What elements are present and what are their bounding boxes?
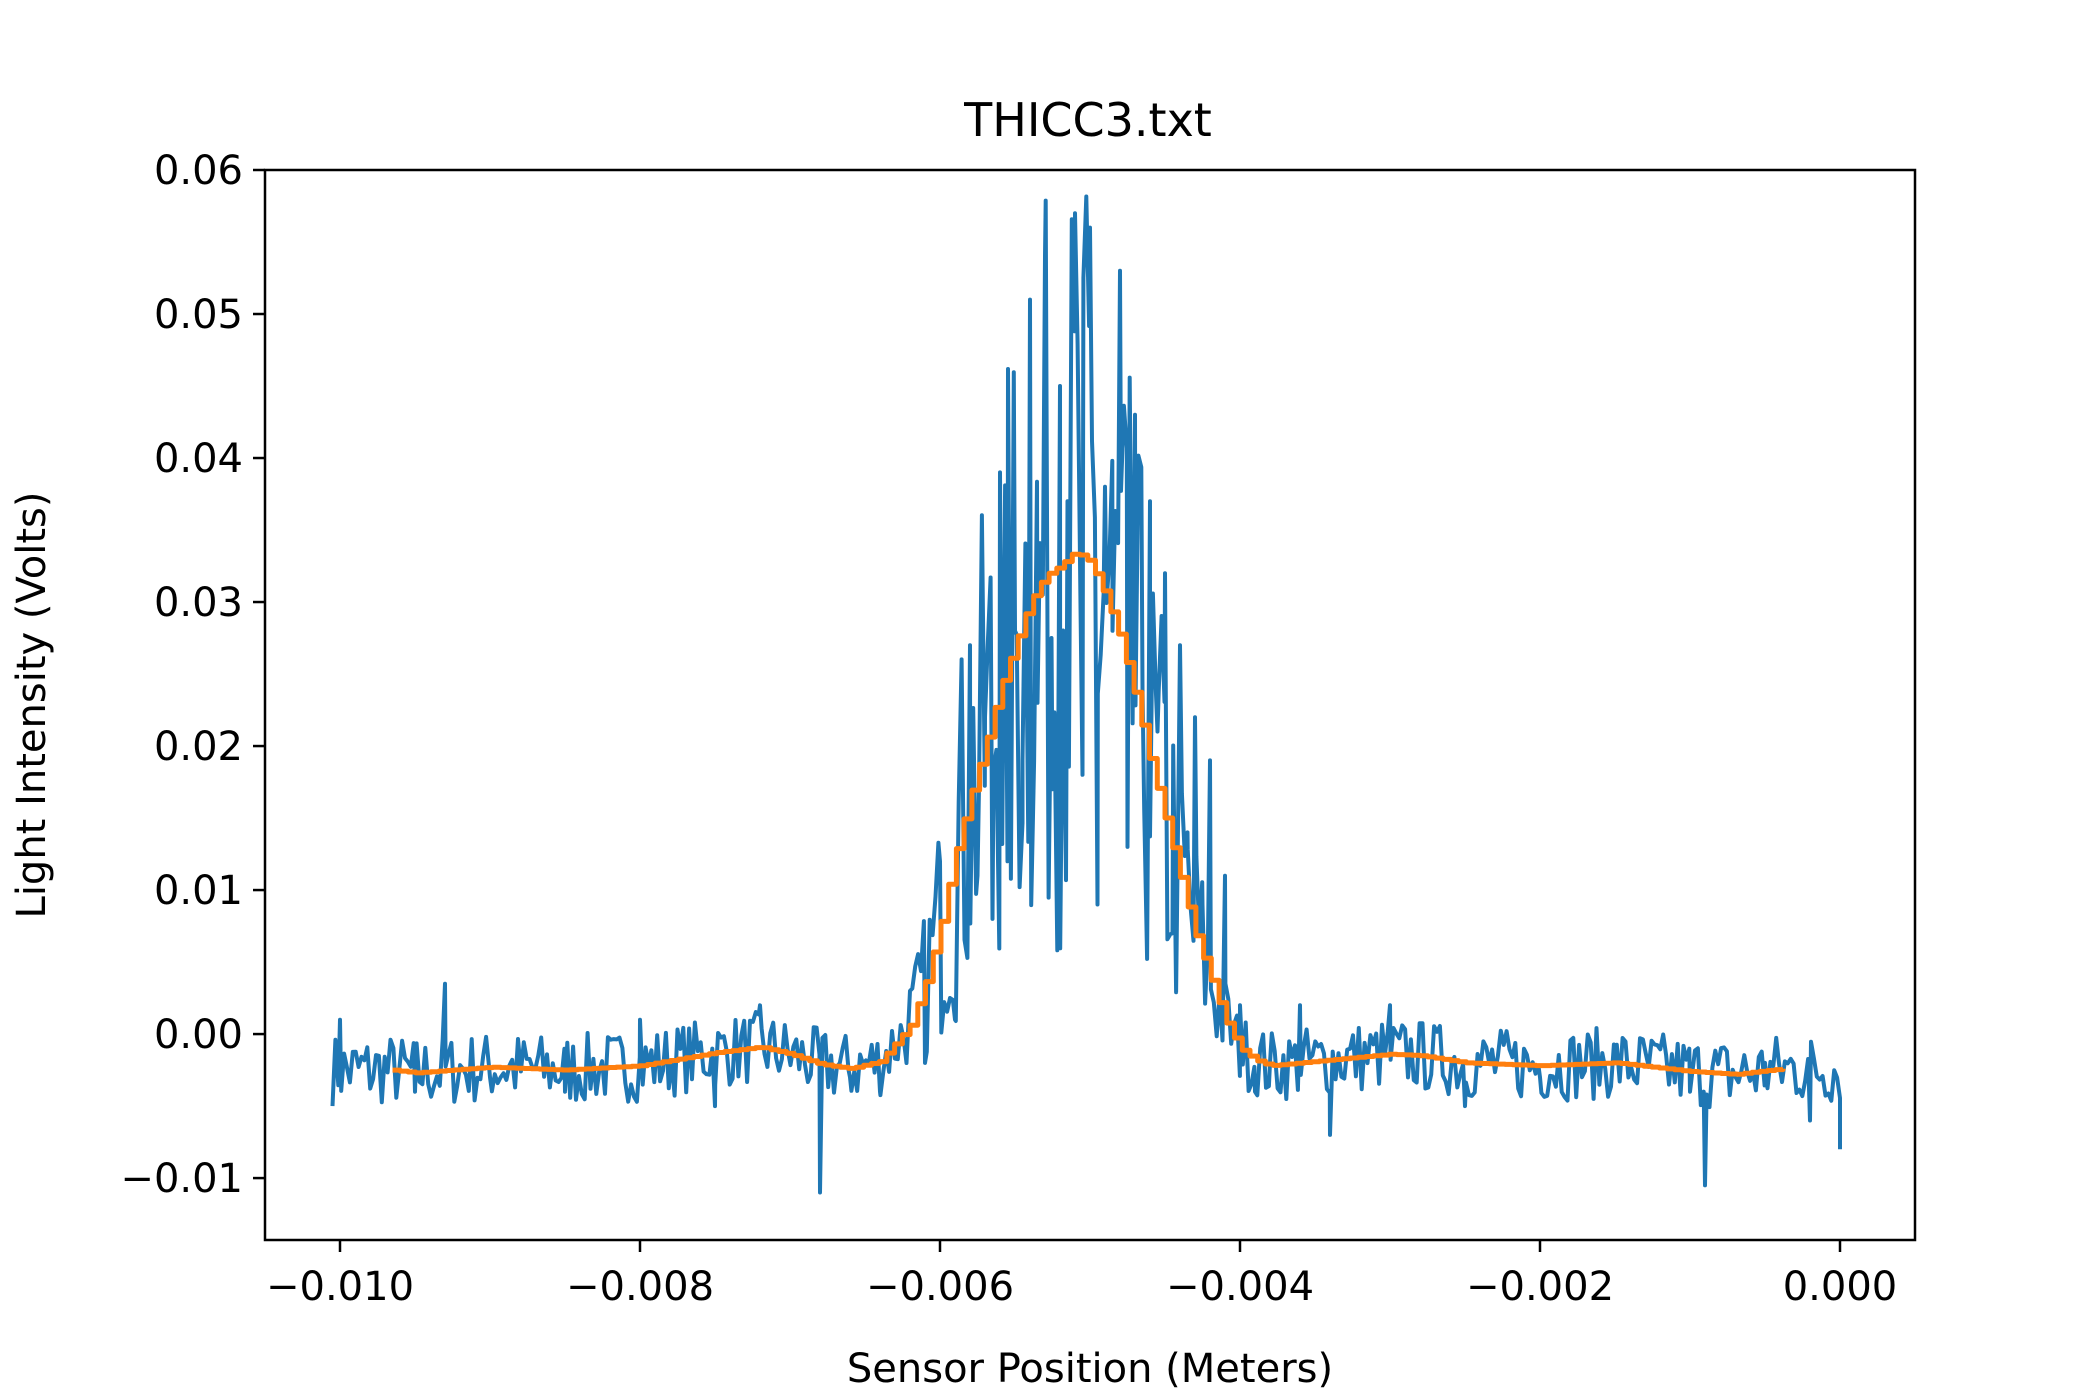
y-tick-label: 0.01	[154, 868, 243, 914]
y-axis-label: Light Intensity (Volts)	[9, 492, 55, 919]
x-tick-label: −0.004	[1166, 1264, 1314, 1310]
y-tick-label: 0.04	[154, 436, 243, 482]
plot-area	[263, 168, 1917, 1242]
x-tick-label: −0.006	[866, 1264, 1014, 1310]
y-tick-label: 0.00	[154, 1012, 243, 1058]
y-tick-label: 0.06	[154, 148, 243, 194]
x-tick-label: −0.002	[1466, 1264, 1614, 1310]
y-tick-label: 0.03	[154, 580, 243, 626]
x-tick-label: 0.000	[1783, 1264, 1898, 1310]
y-tick-label: 0.05	[154, 292, 243, 338]
raw-signal-line	[330, 194, 1842, 1195]
plot-frame	[263, 168, 1917, 1242]
smoothed-signal-line	[392, 551, 1786, 1077]
x-tick-label: −0.010	[266, 1264, 414, 1310]
x-axis: −0.010 −0.008 −0.006 −0.004 −0.002 0.000	[266, 1240, 1897, 1310]
x-tick-label: −0.008	[566, 1264, 714, 1310]
y-tick-label: −0.01	[120, 1156, 243, 1202]
y-tick-label: 0.02	[154, 724, 243, 770]
x-axis-label: Sensor Position (Meters)	[847, 1346, 1333, 1392]
series-layer	[330, 194, 1842, 1195]
y-axis: −0.01 0.00 0.01 0.02 0.03 0.04 0.05 0.06	[120, 148, 265, 1202]
chart-title: THICC3.txt	[963, 93, 1212, 147]
